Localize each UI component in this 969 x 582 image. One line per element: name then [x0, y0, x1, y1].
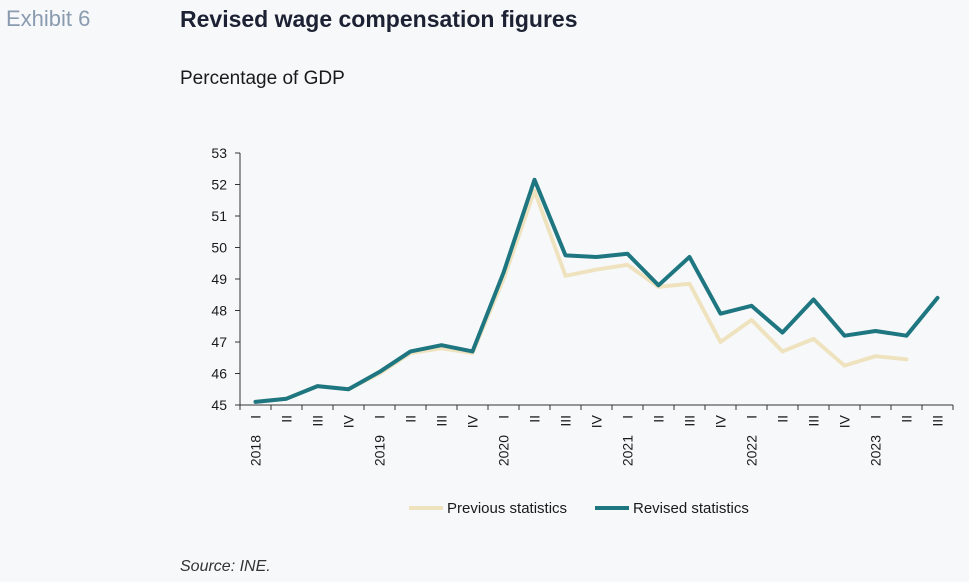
- x-tick-label: III: [310, 415, 326, 427]
- x-tick-label: I: [248, 415, 264, 419]
- x-year-label: 2019: [372, 435, 388, 466]
- series-line-previous-statistics: [253, 188, 909, 404]
- chart-series: [253, 177, 940, 404]
- y-tick-label: 52: [211, 177, 227, 193]
- y-tick-label: 47: [211, 334, 227, 350]
- y-tick-label: 45: [211, 397, 227, 413]
- x-tick-label: III: [930, 415, 946, 427]
- x-tick-label: III: [558, 415, 574, 427]
- y-tick-label: 50: [211, 240, 227, 256]
- chart-title: Revised wage compensation figures: [180, 6, 578, 32]
- y-tick-label: 53: [211, 145, 227, 161]
- x-tick-label: I: [868, 415, 884, 419]
- x-tick-label: I: [496, 415, 512, 419]
- x-tick-label: IV: [589, 414, 605, 428]
- chart-subtitle: Percentage of GDP: [180, 68, 345, 89]
- x-tick-label: II: [403, 415, 419, 423]
- x-year-label: 2020: [496, 435, 512, 466]
- x-tick-label: III: [682, 415, 698, 427]
- x-tick-label: IV: [837, 414, 853, 428]
- y-tick-label: 49: [211, 271, 227, 287]
- legend-label: Revised statistics: [633, 500, 749, 517]
- x-tick-label: III: [434, 415, 450, 427]
- x-tick-label: I: [744, 415, 760, 419]
- x-tick-label: IV: [713, 414, 729, 428]
- x-tick-label: II: [279, 415, 295, 423]
- x-tick-label: II: [775, 415, 791, 423]
- x-tick-label: III: [806, 415, 822, 427]
- x-tick-label: IV: [341, 414, 357, 428]
- legend-label: Previous statistics: [447, 500, 567, 517]
- x-tick-label: II: [527, 415, 543, 423]
- y-tick-label: 46: [211, 366, 227, 382]
- x-tick-label: I: [620, 415, 636, 419]
- x-year-label: 2022: [744, 435, 760, 466]
- x-tick-label: II: [899, 415, 915, 423]
- x-year-label: 2023: [868, 435, 884, 466]
- x-tick-label: II: [651, 415, 667, 423]
- chart-legend: Previous statistics Revised statistics: [409, 500, 749, 517]
- y-tick-label: 51: [211, 208, 227, 224]
- x-tick-label: IV: [465, 414, 481, 428]
- x-tick-label: I: [372, 415, 388, 419]
- x-year-label: 2018: [248, 435, 264, 466]
- exhibit-label: Exhibit 6: [6, 6, 91, 31]
- series-line-revised-statistics: [253, 177, 940, 404]
- source-note: Source: INE.: [180, 558, 271, 575]
- y-tick-label: 48: [211, 303, 227, 319]
- x-year-label: 2021: [620, 435, 636, 466]
